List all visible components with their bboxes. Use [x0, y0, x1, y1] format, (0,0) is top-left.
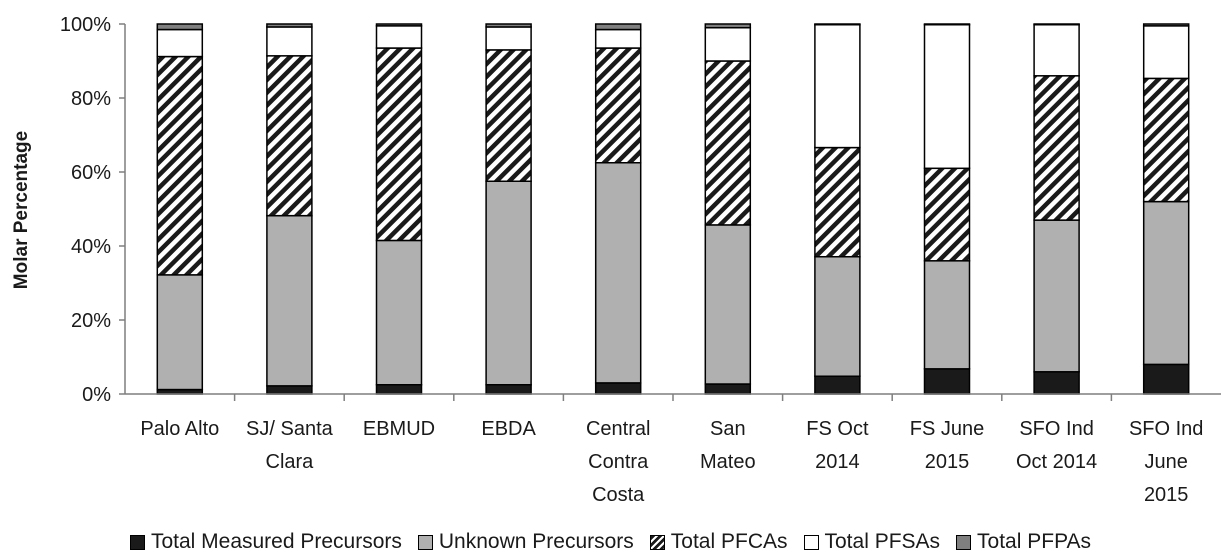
bar-segment: [266, 23, 313, 28]
x-tick-label: FS Oct 2014: [806, 418, 869, 473]
bar-segment: [266, 214, 313, 387]
bar-segment: [375, 384, 423, 395]
x-tick-label: SFO Ind Oct 2014: [1016, 418, 1097, 473]
bar-segment: [704, 60, 752, 226]
bar-segment: [814, 375, 861, 395]
bar-segment: [704, 26, 752, 62]
bar-segment: [814, 23, 861, 149]
x-axis: Palo Alto SJ/ Santa Clara EBMUD EBDA Central C…: [140, 394, 1203, 506]
legend-item: Total PFSAs: [803, 530, 941, 554]
bar-segment: [266, 385, 313, 395]
legend-swatch: [129, 534, 145, 550]
bar-segment: [266, 55, 313, 217]
y-tick-label: 0%: [82, 384, 111, 406]
bar-segment: [1033, 23, 1080, 26]
bar-segment: [923, 260, 971, 370]
bar-segment: [375, 239, 423, 386]
bar-segment: [704, 23, 752, 29]
legend-swatch: [417, 534, 433, 550]
bar-segment: [594, 162, 642, 384]
bar-segment: [375, 23, 423, 27]
x-tick-label: Palo Alto: [140, 418, 219, 440]
bar-segment: [485, 23, 532, 28]
bar-segment: [594, 28, 642, 49]
bar-segment: [814, 23, 861, 26]
legend-label: Total PFPAs: [977, 530, 1092, 553]
x-tick-label: SFO Ind June 2015: [1129, 418, 1203, 506]
legend-swatch: [956, 534, 972, 550]
bar-segment: [156, 28, 204, 58]
y-tick-label: 100%: [60, 14, 111, 36]
legend-label: Total PFCAs: [670, 530, 788, 553]
bar-segment: [594, 47, 642, 164]
bar-segment: [594, 23, 642, 31]
bar-segment: [923, 167, 971, 262]
bar-segment: [485, 180, 532, 386]
bar-segment: [594, 382, 642, 395]
legend-label: Total Measured Precursors: [150, 530, 402, 553]
bar-segment: [156, 23, 204, 31]
legend-item: Unknown Precursors: [417, 530, 634, 554]
legend-label: Unknown Precursors: [438, 530, 634, 553]
bar-segment: [266, 26, 313, 57]
legend-swatch: [803, 534, 819, 550]
bar-segment: [1033, 371, 1080, 395]
bar-segment: [923, 368, 971, 395]
y-tick-label: 60%: [71, 162, 111, 184]
x-tick-label: Central Contra Costa: [586, 418, 650, 506]
bar-segment: [485, 49, 532, 183]
bar-segment: [375, 47, 423, 242]
y-tick-label: 80%: [71, 88, 111, 110]
legend: Total Measured Precursors Unknown Precurs…: [0, 530, 1221, 554]
x-tick-label: FS June 2015: [910, 418, 984, 473]
legend-swatch: [649, 534, 665, 550]
bar-segment: [814, 146, 861, 258]
bar-segment: [1142, 23, 1190, 27]
bar-segment: [1142, 200, 1190, 366]
bar-segment: [1033, 75, 1080, 221]
y-tick-label: 20%: [71, 310, 111, 332]
bar-segment: [1033, 219, 1080, 373]
bar-segment: [1142, 363, 1190, 395]
bar-segment: [1033, 23, 1080, 77]
bar-segment: [923, 23, 971, 170]
bar-segment: [156, 55, 204, 276]
x-tick-label: EBMUD: [363, 418, 435, 440]
bar-segment: [485, 384, 532, 395]
bars: [156, 23, 1190, 395]
legend-label: Total PFSAs: [824, 530, 941, 553]
bar-segment: [704, 224, 752, 385]
bar-segment: [156, 274, 204, 391]
y-axis: 0% 20% 40% 60% 80% 100%: [60, 14, 125, 406]
bar-segment: [1142, 25, 1190, 80]
legend-item: Total Measured Precursors: [129, 530, 402, 554]
legend-item: Total PFCAs: [649, 530, 788, 554]
bar-segment: [923, 23, 971, 26]
x-tick-label: San Mateo: [700, 418, 756, 473]
y-tick-label: 40%: [71, 236, 111, 258]
bar-segment: [485, 26, 532, 51]
bar-segment: [375, 25, 423, 49]
x-tick-label: EBDA: [481, 418, 536, 440]
bar-segment: [704, 383, 752, 395]
y-axis-label: Molar Percentage: [11, 131, 32, 289]
legend-item: Total PFPAs: [956, 530, 1091, 554]
x-tick-label: SJ/ Santa Clara: [246, 418, 334, 473]
bar-segment: [814, 255, 861, 377]
bar-segment: [1142, 77, 1190, 203]
